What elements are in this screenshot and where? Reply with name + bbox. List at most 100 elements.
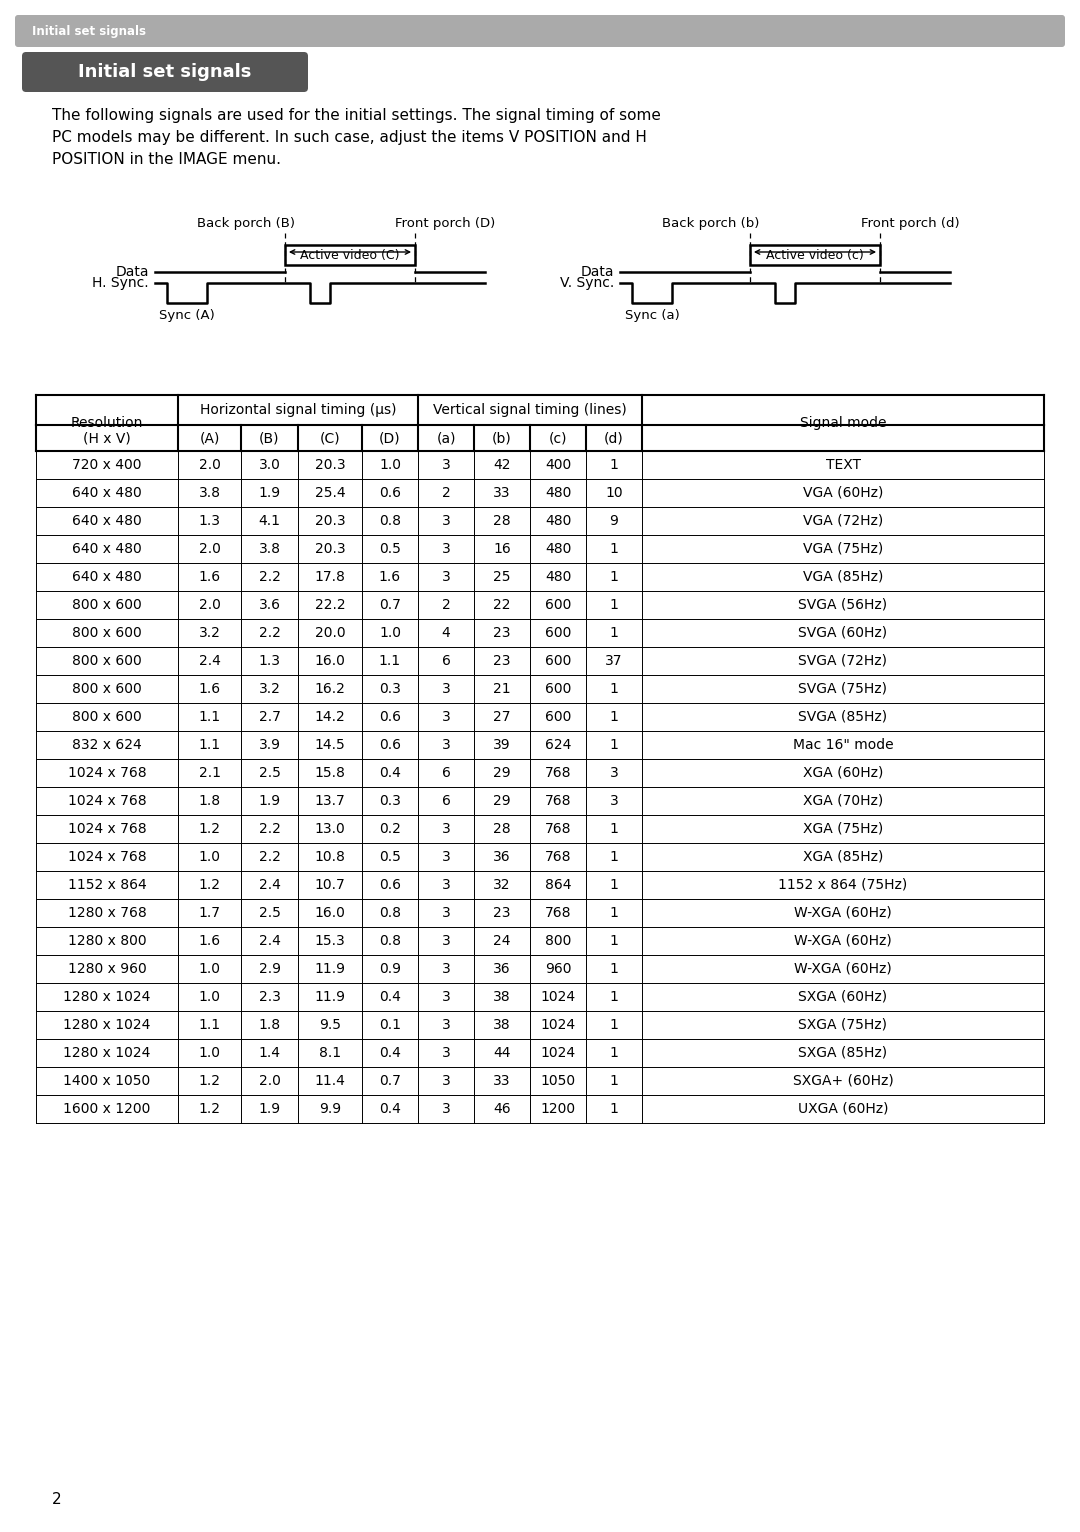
Text: 1.4: 1.4 [258, 1046, 281, 1060]
Text: 20.3: 20.3 [314, 542, 346, 556]
Text: Back porch (b): Back porch (b) [662, 218, 759, 230]
Text: Horizontal signal timing (μs): Horizontal signal timing (μs) [200, 403, 396, 417]
Text: 3: 3 [442, 1046, 450, 1060]
Text: 10.8: 10.8 [314, 850, 346, 864]
Text: 3: 3 [442, 1017, 450, 1033]
Text: 16: 16 [494, 542, 511, 556]
Text: 28: 28 [494, 515, 511, 529]
Text: 2.0: 2.0 [199, 542, 220, 556]
Text: SXGA (60Hz): SXGA (60Hz) [798, 990, 888, 1003]
Text: 1024: 1024 [540, 990, 576, 1003]
Text: 1: 1 [609, 1046, 619, 1060]
Text: 3: 3 [442, 570, 450, 584]
Text: 1: 1 [609, 597, 619, 611]
Text: 1280 x 800: 1280 x 800 [68, 935, 146, 948]
Text: 600: 600 [544, 709, 571, 725]
Text: 2.0: 2.0 [199, 597, 220, 611]
Text: TEXT: TEXT [825, 458, 861, 472]
Text: 2.2: 2.2 [258, 570, 281, 584]
Text: 600: 600 [544, 597, 571, 611]
Text: XGA (60Hz): XGA (60Hz) [802, 766, 883, 780]
Text: 3: 3 [442, 738, 450, 752]
Text: 2: 2 [52, 1492, 62, 1507]
Text: 768: 768 [544, 905, 571, 921]
Text: 1.8: 1.8 [199, 794, 220, 807]
Text: 23: 23 [494, 654, 511, 668]
Text: 1.0: 1.0 [379, 627, 401, 640]
Text: 480: 480 [544, 542, 571, 556]
Text: 1200: 1200 [540, 1102, 576, 1115]
Text: 29: 29 [494, 794, 511, 807]
Text: 640 x 480: 640 x 480 [72, 486, 141, 499]
Text: Signal mode: Signal mode [800, 417, 887, 430]
Text: 3: 3 [442, 962, 450, 976]
Text: 36: 36 [494, 850, 511, 864]
Text: 33: 33 [494, 1074, 511, 1088]
Text: 1024 x 768: 1024 x 768 [68, 794, 146, 807]
Text: PC models may be different. In such case, adjust the items V POSITION and H: PC models may be different. In such case… [52, 130, 647, 146]
Text: 21: 21 [494, 682, 511, 696]
Text: 1.1: 1.1 [199, 1017, 220, 1033]
Text: 20.3: 20.3 [314, 458, 346, 472]
Text: 1.9: 1.9 [258, 486, 281, 499]
Text: SVGA (85Hz): SVGA (85Hz) [798, 709, 888, 725]
Text: 0.8: 0.8 [379, 515, 401, 529]
Text: SXGA (85Hz): SXGA (85Hz) [798, 1046, 888, 1060]
Text: 0.6: 0.6 [379, 878, 401, 892]
Text: 1.6: 1.6 [199, 682, 220, 696]
Text: 1.2: 1.2 [199, 823, 220, 836]
Text: 800 x 600: 800 x 600 [72, 654, 141, 668]
Text: 1.3: 1.3 [199, 515, 220, 529]
Text: 1: 1 [609, 458, 619, 472]
Text: 2.5: 2.5 [258, 766, 281, 780]
Bar [285, 245, 415, 265]
Text: 1024 x 768: 1024 x 768 [68, 850, 146, 864]
Text: 38: 38 [494, 1017, 511, 1033]
Text: SXGA+ (60Hz): SXGA+ (60Hz) [793, 1074, 893, 1088]
Text: 1.8: 1.8 [258, 1017, 281, 1033]
Text: (d): (d) [604, 430, 624, 444]
Text: H. Sync.: H. Sync. [93, 276, 149, 290]
Text: 3: 3 [442, 935, 450, 948]
Text: 8.1: 8.1 [319, 1046, 341, 1060]
Text: 3: 3 [442, 878, 450, 892]
Text: 1.0: 1.0 [379, 458, 401, 472]
Text: (C): (C) [320, 430, 340, 444]
Text: 11.9: 11.9 [314, 962, 346, 976]
Text: 0.4: 0.4 [379, 766, 401, 780]
Text: 16.0: 16.0 [314, 905, 346, 921]
Text: V. Sync.: V. Sync. [559, 276, 615, 290]
Text: Sync (a): Sync (a) [624, 309, 679, 322]
Text: 0.4: 0.4 [379, 1046, 401, 1060]
Text: 25.4: 25.4 [314, 486, 346, 499]
Text: 0.3: 0.3 [379, 794, 401, 807]
Text: W-XGA (60Hz): W-XGA (60Hz) [794, 962, 892, 976]
Text: 800 x 600: 800 x 600 [72, 597, 141, 611]
Text: 1: 1 [609, 627, 619, 640]
Text: 32: 32 [494, 878, 511, 892]
Text: 3: 3 [442, 709, 450, 725]
Text: 1024 x 768: 1024 x 768 [68, 766, 146, 780]
Text: 9: 9 [609, 515, 619, 529]
Text: 1: 1 [609, 850, 619, 864]
FancyBboxPatch shape [15, 15, 1065, 47]
Text: 768: 768 [544, 794, 571, 807]
Text: 3: 3 [442, 682, 450, 696]
Text: 4.1: 4.1 [258, 515, 281, 529]
Text: Initial set signals: Initial set signals [79, 63, 252, 81]
Text: 1: 1 [609, 1017, 619, 1033]
Text: 0.7: 0.7 [379, 597, 401, 611]
Text: 1.1: 1.1 [199, 709, 220, 725]
Text: 16.2: 16.2 [314, 682, 346, 696]
Text: 22: 22 [494, 597, 511, 611]
Text: 768: 768 [544, 766, 571, 780]
Text: 768: 768 [544, 850, 571, 864]
Text: 864: 864 [544, 878, 571, 892]
Text: (b): (b) [492, 430, 512, 444]
Text: Front porch (d): Front porch (d) [861, 218, 959, 230]
Text: W-XGA (60Hz): W-XGA (60Hz) [794, 905, 892, 921]
Text: The following signals are used for the initial settings. The signal timing of so: The following signals are used for the i… [52, 107, 661, 123]
Text: 33: 33 [494, 486, 511, 499]
Text: 1: 1 [609, 878, 619, 892]
Text: 1: 1 [609, 738, 619, 752]
